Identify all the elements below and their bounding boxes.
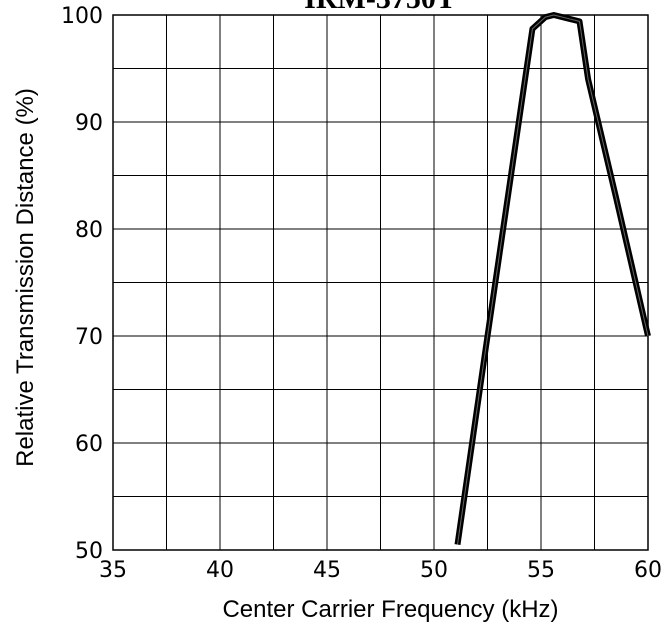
x-tick-label: 35 — [99, 558, 127, 583]
x-tick-label: 40 — [206, 558, 234, 583]
series-layer — [454, 12, 651, 546]
y-tick-label: 80 — [75, 218, 103, 243]
y-axis-label: Relative Transmission Distance (%) — [12, 88, 39, 467]
x-tick-label: 50 — [420, 558, 448, 583]
x-tick-labels: 35 40 45 50 55 60 — [99, 558, 662, 583]
y-tick-label: 50 — [75, 539, 103, 564]
plot-frame — [112, 14, 649, 551]
y-tick-label: 60 — [75, 432, 103, 457]
chart-title: IRM-3750T — [304, 0, 456, 15]
series-line — [454, 12, 651, 546]
x-tick-label: 60 — [634, 558, 662, 583]
y-tick-label: 100 — [61, 4, 103, 29]
y-tick-labels: 50 60 70 80 90 100 — [61, 4, 103, 564]
grid — [113, 15, 648, 550]
x-tick-label: 45 — [313, 558, 341, 583]
x-axis-label: Center Carrier Frequency (kHz) — [222, 596, 558, 623]
y-tick-label: 70 — [75, 325, 103, 350]
y-tick-label: 90 — [75, 111, 103, 136]
x-tick-label: 55 — [527, 558, 555, 583]
series-line-highlight — [457, 14, 649, 545]
